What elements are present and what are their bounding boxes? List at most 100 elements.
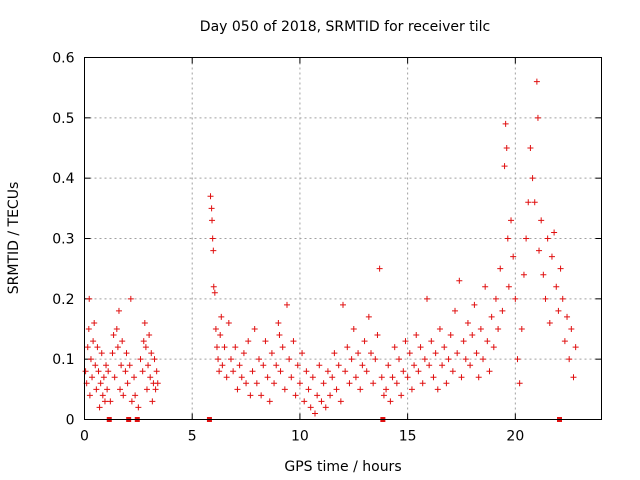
- data-point: [504, 235, 511, 242]
- y-tick-label: 0.5: [52, 111, 74, 127]
- y-tick-label: 0.1: [52, 352, 74, 368]
- data-point: [363, 368, 370, 375]
- data-point: [86, 392, 93, 399]
- data-point: [518, 326, 525, 332]
- data-point: [335, 362, 342, 369]
- data-point: [251, 326, 258, 332]
- data-point: [149, 398, 156, 405]
- data-point: [499, 307, 506, 314]
- data-point: [247, 392, 254, 399]
- data-point: [87, 356, 94, 363]
- data-point: [452, 307, 459, 314]
- data-point: [383, 386, 390, 393]
- data-point: [434, 386, 441, 393]
- data-point: [234, 386, 241, 393]
- data-point: [512, 295, 519, 302]
- data-point: [415, 368, 422, 375]
- data-point: [510, 253, 517, 260]
- data-point: [402, 338, 409, 345]
- data-point: [92, 362, 99, 369]
- data-point: [212, 326, 219, 332]
- data-point: [101, 398, 108, 405]
- data-point: [113, 326, 120, 332]
- data-point: [553, 283, 560, 290]
- data-point: [492, 295, 499, 302]
- data-point: [283, 301, 290, 308]
- data-point: [355, 350, 362, 357]
- data-point: [348, 356, 355, 363]
- data-point: [142, 344, 149, 351]
- data-point: [148, 350, 155, 357]
- data-point: [221, 344, 228, 351]
- data-point: [445, 356, 452, 363]
- data-point: [127, 295, 134, 302]
- data-point: [419, 380, 426, 387]
- data-point: [514, 356, 521, 363]
- data-point: [153, 368, 160, 375]
- data-point: [103, 362, 110, 369]
- data-point: [139, 368, 146, 375]
- y-tick-label: 0.2: [52, 292, 74, 308]
- data-point: [107, 398, 114, 405]
- data-point: [542, 295, 549, 302]
- data-point: [208, 205, 215, 212]
- data-point: [421, 356, 428, 363]
- data-point: [555, 307, 562, 314]
- data-point: [520, 271, 527, 278]
- data-point: [114, 344, 121, 351]
- data-point: [90, 338, 97, 345]
- data-point: [572, 344, 579, 351]
- data-point: [292, 392, 299, 399]
- y-tick-label: 0.3: [52, 232, 74, 248]
- data-point: [281, 386, 288, 393]
- data-point: [376, 265, 383, 272]
- data-point: [296, 380, 303, 387]
- data-point: [361, 338, 368, 345]
- data-point: [223, 374, 230, 381]
- data-point: [447, 332, 454, 339]
- data-point: [389, 374, 396, 381]
- data-point: [258, 392, 265, 399]
- data-point: [497, 265, 504, 272]
- data-point: [561, 338, 568, 345]
- data-point: [249, 368, 256, 375]
- data-point: [391, 344, 398, 351]
- data-point: [484, 338, 491, 345]
- data-point: [546, 319, 553, 326]
- data-point: [413, 332, 420, 339]
- data-point: [436, 326, 443, 332]
- data-point: [290, 338, 297, 345]
- y-tick-label: 0.4: [52, 171, 74, 187]
- data-point: [301, 398, 308, 405]
- data-point: [346, 380, 353, 387]
- data-point: [404, 374, 411, 381]
- data-point: [264, 374, 271, 381]
- data-point: [372, 356, 379, 363]
- data-point: [218, 313, 225, 320]
- data-point: [294, 362, 301, 369]
- data-point: [99, 392, 106, 399]
- data-point: [143, 386, 150, 393]
- data-point: [473, 350, 480, 357]
- data-point: [456, 277, 463, 284]
- data-point: [551, 229, 558, 236]
- data-point: [417, 344, 424, 351]
- data-point: [467, 362, 474, 369]
- data-point: [243, 380, 250, 387]
- data-point: [210, 247, 217, 254]
- data-point: [240, 350, 247, 357]
- data-point: [344, 344, 351, 351]
- data-point: [516, 380, 523, 387]
- data-point: [120, 392, 127, 399]
- data-point: [564, 313, 571, 320]
- data-point: [91, 319, 98, 326]
- data-point: [538, 217, 545, 224]
- data-point: [525, 199, 532, 206]
- data-point: [316, 362, 323, 369]
- data-point: [393, 380, 400, 387]
- data-point: [119, 338, 126, 345]
- data-point: [118, 362, 125, 369]
- data-point: [570, 374, 577, 381]
- data-point: [260, 362, 267, 369]
- data-point: [215, 356, 222, 363]
